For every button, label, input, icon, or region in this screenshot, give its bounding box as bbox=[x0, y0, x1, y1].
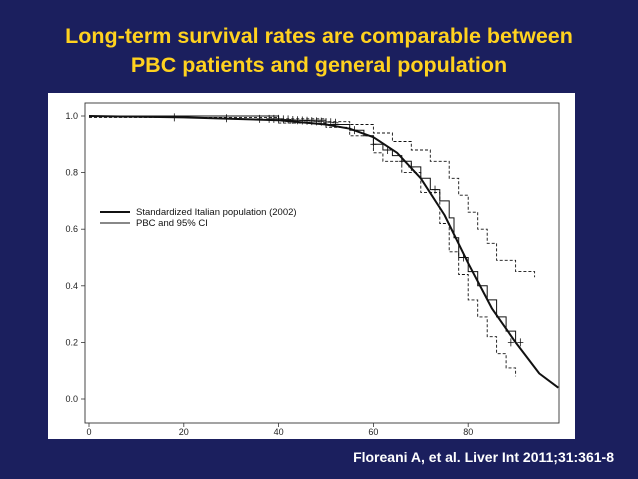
censor-mark-7 bbox=[285, 115, 292, 124]
survival-chart: 0.0 0.2 0.4 0.6 0.8 1.0 0 20 40 60 80 Standardized … bbox=[65, 102, 560, 437]
censor-mark-20 bbox=[384, 145, 391, 154]
censor-mark-16 bbox=[327, 118, 334, 127]
censor-mark-2 bbox=[256, 114, 263, 123]
x-tick-label-3: 60 bbox=[368, 427, 378, 437]
censor-mark-17 bbox=[332, 118, 339, 127]
x-tick-label-1: 20 bbox=[179, 427, 189, 437]
censor-mark-18 bbox=[351, 126, 358, 135]
censor-mark-19 bbox=[370, 140, 377, 149]
censor-mark-26 bbox=[517, 338, 524, 347]
censor-mark-1 bbox=[223, 114, 230, 123]
y-tick-label-1: 0.2 bbox=[65, 337, 78, 347]
censor-mark-25 bbox=[507, 338, 514, 347]
slide-title: Long-term survival rates are comparable … bbox=[0, 22, 638, 80]
censor-mark-23 bbox=[432, 185, 439, 194]
y-tick-label-3: 0.6 bbox=[65, 224, 78, 234]
legend-label-1: PBC and 95% CI bbox=[136, 218, 208, 229]
censor-mark-21 bbox=[398, 157, 405, 166]
y-tick-label-0: 0.0 bbox=[65, 394, 78, 404]
legend-label-0: Standardized Italian population (2002) bbox=[136, 207, 297, 218]
censor-mark-22 bbox=[408, 162, 415, 171]
x-tick-label-4: 80 bbox=[463, 427, 473, 437]
citation: Floreani A, et al. Liver Int 2011;31:361… bbox=[353, 449, 614, 465]
y-tick-label-2: 0.4 bbox=[65, 281, 78, 291]
x-tick-label-0: 0 bbox=[86, 427, 91, 437]
survival-chart-panel: 0.0 0.2 0.4 0.6 0.8 1.0 0 20 40 60 80 Standardized … bbox=[48, 93, 575, 439]
slide-title-line-1: Long-term survival rates are comparable … bbox=[65, 24, 573, 48]
censor-mark-24 bbox=[460, 253, 467, 262]
series-line-2 bbox=[89, 115, 536, 278]
plot-frame bbox=[84, 102, 560, 424]
x-tick-label-2: 40 bbox=[274, 427, 284, 437]
series-line-0 bbox=[88, 115, 559, 389]
series-line-3 bbox=[89, 116, 517, 377]
y-tick-label-4: 0.8 bbox=[65, 168, 78, 178]
series-line-1 bbox=[89, 115, 517, 343]
slide-title-line-2: PBC patients and general population bbox=[130, 53, 508, 77]
censor-mark-5 bbox=[275, 114, 282, 123]
censor-mark-0 bbox=[171, 113, 178, 122]
y-tick-label-5: 1.0 bbox=[65, 111, 78, 121]
